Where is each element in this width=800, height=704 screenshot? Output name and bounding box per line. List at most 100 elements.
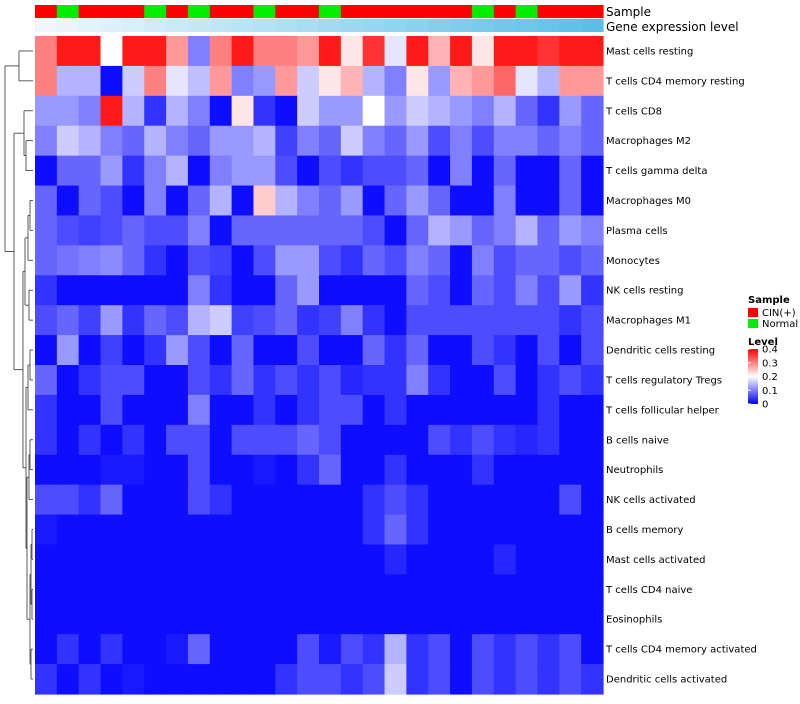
heatmap-cell <box>231 394 255 426</box>
heatmap-cell <box>471 634 495 665</box>
sample-annotation-cell <box>78 5 102 18</box>
heatmap-cell <box>450 454 473 486</box>
heatmap-cell <box>515 155 539 187</box>
heatmap-cell <box>493 544 517 575</box>
heatmap-cell <box>515 215 539 246</box>
heatmap-cell <box>78 574 102 605</box>
heatmap-cell <box>231 424 255 456</box>
heatmap-cell <box>515 95 539 127</box>
row-label: Plasma cells <box>606 226 668 237</box>
heatmap-cell <box>166 484 189 516</box>
heatmap-cells <box>35 36 604 695</box>
heatmap-cell <box>78 155 102 187</box>
heatmap-cell <box>362 155 386 187</box>
heatmap-cell <box>384 544 407 575</box>
heatmap-cell <box>362 544 386 575</box>
heatmap-cell <box>100 275 123 306</box>
heatmap-cell <box>297 454 320 486</box>
heatmap-cell <box>471 125 495 157</box>
heatmap-cell <box>275 484 298 516</box>
sample-annotation-cell <box>493 5 517 18</box>
expression-annotation-cell <box>35 19 58 32</box>
heatmap-cell <box>581 454 604 486</box>
heatmap-cell <box>209 275 233 306</box>
heatmap-cell <box>275 454 298 486</box>
heatmap-cell <box>319 604 342 635</box>
sample-annotation-cell <box>515 5 539 18</box>
heatmap-cell <box>384 245 407 276</box>
heatmap-cell <box>406 514 429 546</box>
heatmap-cell <box>56 185 80 217</box>
heatmap-cell <box>231 275 255 306</box>
heatmap-cell <box>493 305 517 336</box>
heatmap-cell <box>559 634 582 665</box>
heatmap-cell <box>471 574 495 605</box>
heatmap-cell <box>35 484 58 516</box>
heatmap-cell <box>581 574 604 605</box>
heatmap-cell <box>56 245 80 276</box>
heatmap-cell <box>56 155 80 187</box>
heatmap-cell <box>253 275 276 306</box>
heatmap-cell <box>297 335 320 366</box>
row-label: T cells CD4 naive <box>605 585 692 596</box>
heatmap-cell <box>187 65 211 97</box>
heatmap-cell <box>100 574 123 605</box>
heatmap-cell <box>100 125 123 157</box>
heatmap-cell <box>559 604 582 635</box>
heatmap-cell <box>493 335 517 366</box>
legend-level-tick-label: 0 <box>762 400 768 411</box>
heatmap-cell <box>428 36 451 67</box>
heatmap-cell <box>493 664 517 695</box>
expression-annotation-cell <box>450 19 473 32</box>
heatmap-cell <box>384 335 407 366</box>
heatmap-cell <box>78 634 102 665</box>
heatmap-cell <box>471 245 495 276</box>
legend-level-tick-label: 0.1 <box>762 386 778 397</box>
heatmap-cell <box>35 95 58 127</box>
heatmap-cell <box>275 424 298 456</box>
heatmap-cell <box>100 215 123 246</box>
heatmap-cell <box>362 514 386 546</box>
heatmap-cell <box>362 185 386 217</box>
heatmap-cell <box>56 574 80 605</box>
heatmap-cell <box>253 484 276 516</box>
row-label: Mast cells activated <box>606 555 705 566</box>
heatmap-cell <box>209 125 233 157</box>
heatmap-cell <box>319 424 342 456</box>
heatmap-cell <box>275 215 298 246</box>
heatmap-cell <box>122 424 145 456</box>
expression-annotation-cell <box>362 19 386 32</box>
heatmap-cell <box>559 215 582 246</box>
expression-annotation-cell <box>78 19 102 32</box>
heatmap-cell <box>340 424 364 456</box>
heatmap-cell <box>493 155 517 187</box>
heatmap-cell <box>493 514 517 546</box>
heatmap-cell <box>78 365 102 396</box>
heatmap-cell <box>122 95 145 127</box>
heatmap-cell <box>537 215 560 246</box>
heatmap-cell <box>209 155 233 187</box>
heatmap-cell <box>35 36 58 67</box>
heatmap-cell <box>144 155 167 187</box>
heatmap-cell <box>493 95 517 127</box>
heatmap-cell <box>581 424 604 456</box>
heatmap-cell <box>100 484 123 516</box>
heatmap-cell <box>537 335 560 366</box>
heatmap-cell <box>275 36 298 67</box>
heatmap-cell <box>493 65 517 97</box>
heatmap-cell <box>122 394 145 426</box>
heatmap-cell <box>428 394 451 426</box>
heatmap-cell <box>450 155 473 187</box>
heatmap-cell <box>187 125 211 157</box>
heatmap-cell <box>144 95 167 127</box>
heatmap-cell <box>122 36 145 67</box>
sample-annotation-cell <box>471 5 495 18</box>
heatmap-cell <box>362 215 386 246</box>
heatmap-cell <box>78 245 102 276</box>
heatmap-cell <box>581 155 604 187</box>
heatmap-cell <box>384 305 407 336</box>
heatmap-cell <box>428 275 451 306</box>
heatmap-cell <box>319 36 342 67</box>
row-label: Neutrophils <box>606 465 663 476</box>
heatmap-cell <box>78 36 102 67</box>
